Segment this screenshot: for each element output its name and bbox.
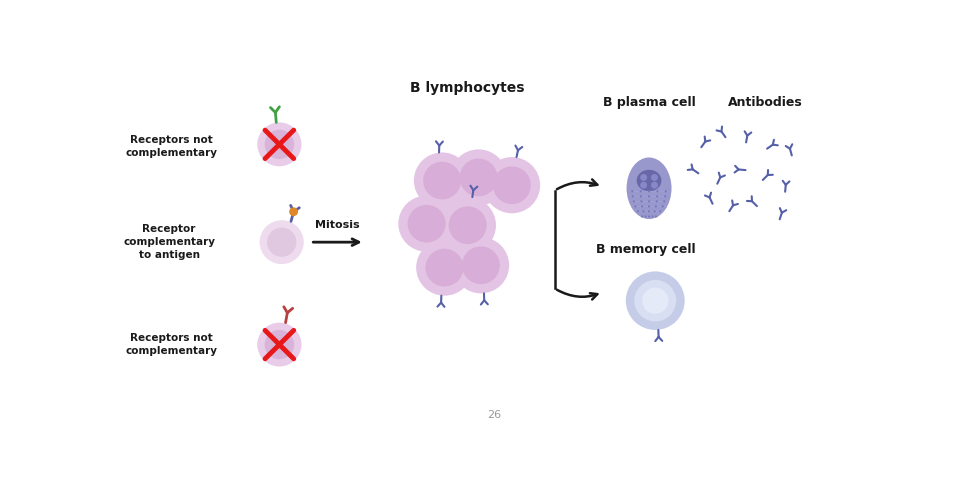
Circle shape (448, 206, 487, 244)
Circle shape (632, 200, 635, 202)
Circle shape (645, 215, 647, 217)
Circle shape (452, 237, 509, 293)
Circle shape (648, 205, 650, 207)
Text: Mitosis: Mitosis (315, 220, 360, 230)
Ellipse shape (636, 170, 661, 191)
Circle shape (639, 190, 642, 193)
Circle shape (661, 205, 664, 207)
Circle shape (655, 215, 657, 217)
Circle shape (460, 159, 497, 196)
Circle shape (493, 166, 531, 204)
Circle shape (656, 196, 658, 197)
Circle shape (663, 200, 665, 202)
Circle shape (655, 205, 656, 207)
Circle shape (641, 215, 643, 217)
Circle shape (652, 215, 654, 217)
Text: 26: 26 (487, 411, 501, 421)
Circle shape (398, 196, 455, 252)
Circle shape (664, 196, 666, 197)
Circle shape (648, 215, 650, 217)
Circle shape (423, 162, 461, 199)
Circle shape (642, 210, 645, 212)
Circle shape (659, 210, 661, 212)
Text: Antibodies: Antibodies (728, 96, 803, 109)
Circle shape (665, 190, 667, 193)
Circle shape (648, 190, 650, 193)
Circle shape (640, 200, 642, 202)
Circle shape (484, 157, 540, 213)
Text: Receptors not
complementary: Receptors not complementary (125, 333, 217, 356)
Circle shape (634, 280, 676, 322)
Circle shape (257, 323, 302, 367)
Circle shape (257, 122, 302, 166)
Circle shape (641, 205, 643, 207)
Circle shape (267, 228, 296, 257)
Circle shape (414, 152, 470, 209)
Circle shape (290, 208, 297, 216)
Circle shape (637, 210, 639, 212)
Text: B memory cell: B memory cell (596, 243, 696, 256)
Circle shape (631, 190, 633, 193)
Circle shape (634, 205, 636, 207)
Circle shape (642, 288, 668, 314)
Circle shape (640, 174, 647, 181)
Circle shape (640, 182, 647, 189)
Circle shape (654, 210, 656, 212)
Circle shape (648, 200, 650, 202)
Circle shape (416, 239, 472, 296)
Text: Receptor
complementary
to antigen: Receptor complementary to antigen (123, 224, 215, 261)
Text: B lymphocytes: B lymphocytes (411, 81, 525, 95)
Circle shape (265, 330, 294, 359)
Circle shape (408, 205, 445, 242)
Circle shape (640, 196, 642, 197)
Circle shape (651, 182, 658, 189)
Circle shape (462, 246, 500, 284)
Circle shape (656, 200, 657, 202)
Circle shape (648, 196, 650, 197)
Ellipse shape (627, 157, 672, 219)
Circle shape (450, 149, 507, 206)
Circle shape (425, 249, 464, 286)
Circle shape (626, 272, 684, 330)
Circle shape (651, 174, 658, 181)
Circle shape (656, 190, 658, 193)
Circle shape (265, 130, 294, 159)
Circle shape (648, 210, 650, 212)
Text: Receptors not
complementary: Receptors not complementary (125, 135, 217, 158)
Circle shape (631, 196, 634, 197)
Circle shape (440, 197, 496, 253)
Text: B plasma cell: B plasma cell (602, 96, 695, 109)
Circle shape (259, 220, 304, 264)
